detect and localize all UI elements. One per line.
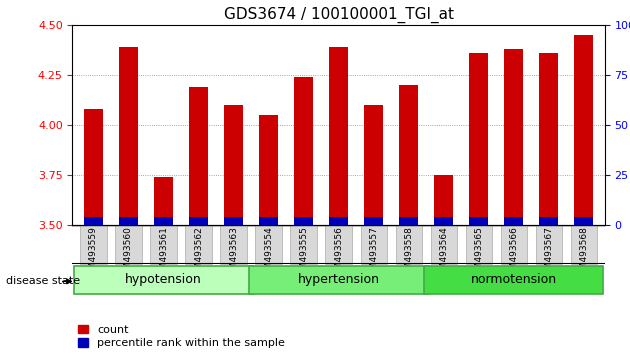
FancyBboxPatch shape (360, 225, 387, 264)
Text: hypertension: hypertension (297, 273, 380, 286)
FancyBboxPatch shape (74, 266, 253, 294)
Text: GSM493566: GSM493566 (509, 226, 518, 281)
Text: GSM493564: GSM493564 (439, 226, 448, 281)
Text: disease state: disease state (6, 276, 81, 286)
Bar (224, 105, 243, 225)
Legend: count, percentile rank within the sample: count, percentile rank within the sample (78, 325, 285, 348)
Bar (504, 49, 524, 225)
FancyBboxPatch shape (81, 225, 106, 264)
Text: GSM493565: GSM493565 (474, 226, 483, 281)
Bar (504, 217, 524, 225)
FancyBboxPatch shape (536, 225, 562, 264)
FancyBboxPatch shape (290, 225, 317, 264)
Text: GSM493561: GSM493561 (159, 226, 168, 281)
Text: GSM493562: GSM493562 (194, 226, 203, 281)
Bar (539, 217, 558, 225)
Bar (574, 35, 593, 225)
Bar (399, 217, 418, 225)
Text: normotension: normotension (471, 273, 557, 286)
Bar (224, 217, 243, 225)
FancyBboxPatch shape (466, 225, 492, 264)
Text: GSM493563: GSM493563 (229, 226, 238, 281)
Text: GSM493554: GSM493554 (264, 226, 273, 281)
Bar (154, 217, 173, 225)
FancyBboxPatch shape (396, 225, 422, 264)
Bar (294, 217, 313, 225)
FancyBboxPatch shape (220, 225, 247, 264)
Text: GSM493556: GSM493556 (334, 226, 343, 281)
Text: hypotension: hypotension (125, 273, 202, 286)
Bar (364, 217, 383, 225)
FancyBboxPatch shape (151, 225, 176, 264)
Bar (469, 53, 488, 225)
Text: GSM493559: GSM493559 (89, 226, 98, 281)
Bar (84, 217, 103, 225)
Bar (329, 217, 348, 225)
FancyBboxPatch shape (255, 225, 282, 264)
Bar (434, 175, 454, 225)
Bar (119, 217, 138, 225)
Text: GSM493555: GSM493555 (299, 226, 308, 281)
Bar (119, 47, 138, 225)
FancyBboxPatch shape (571, 225, 597, 264)
Bar (329, 47, 348, 225)
Bar (399, 85, 418, 225)
Bar (189, 87, 208, 225)
FancyBboxPatch shape (185, 225, 212, 264)
Bar (154, 177, 173, 225)
FancyBboxPatch shape (326, 225, 352, 264)
Bar (259, 115, 278, 225)
Bar (189, 217, 208, 225)
Text: GSM493557: GSM493557 (369, 226, 378, 281)
Bar (434, 217, 454, 225)
Bar (469, 217, 488, 225)
FancyBboxPatch shape (115, 225, 142, 264)
FancyBboxPatch shape (501, 225, 527, 264)
Text: GSM493567: GSM493567 (544, 226, 553, 281)
Bar (539, 53, 558, 225)
FancyBboxPatch shape (249, 266, 428, 294)
Title: GDS3674 / 100100001_TGI_at: GDS3674 / 100100001_TGI_at (224, 7, 454, 23)
Text: GSM493560: GSM493560 (124, 226, 133, 281)
Bar (574, 217, 593, 225)
Text: GSM493568: GSM493568 (580, 226, 588, 281)
FancyBboxPatch shape (425, 266, 603, 294)
Bar (294, 77, 313, 225)
Bar (259, 217, 278, 225)
Bar (364, 105, 383, 225)
FancyBboxPatch shape (430, 225, 457, 264)
Text: GSM493558: GSM493558 (404, 226, 413, 281)
Bar (84, 109, 103, 225)
